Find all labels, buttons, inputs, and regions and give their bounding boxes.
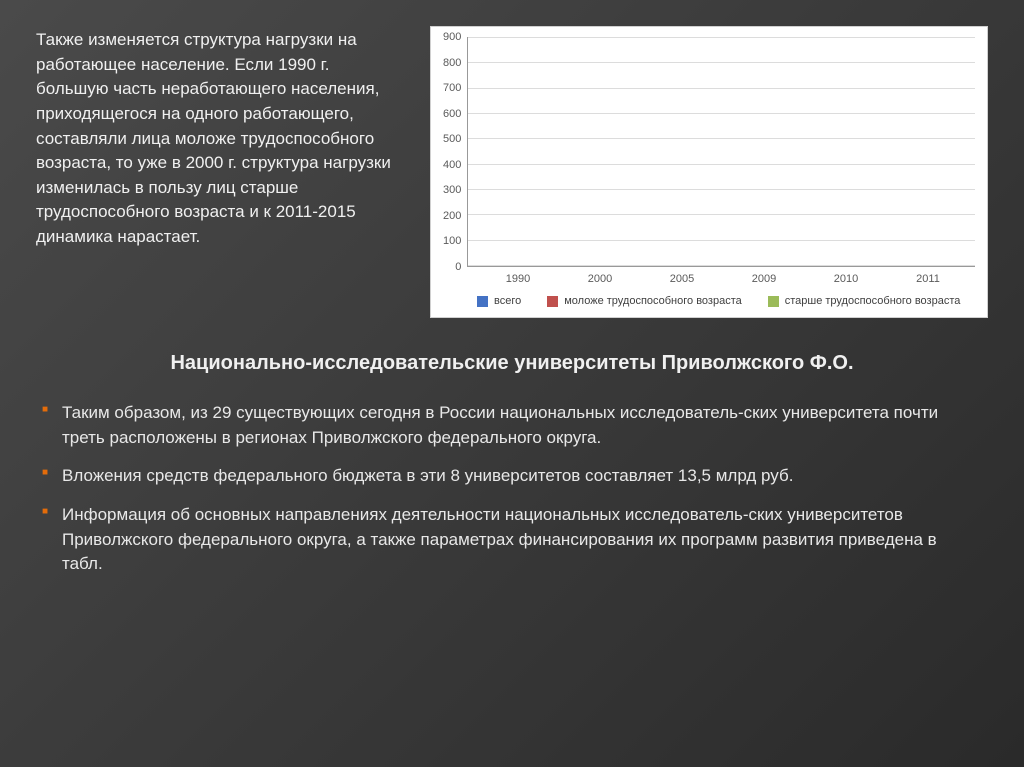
plot-area (467, 37, 975, 267)
y-axis: 9008007006005004003002001000 (443, 37, 467, 267)
x-tick: 2000 (559, 273, 641, 285)
slide: Также изменяется структура нагрузки на р… (0, 0, 1024, 767)
x-tick: 2011 (887, 273, 969, 285)
section-title: Национально-исследовательские университе… (36, 352, 988, 375)
top-row: Также изменяется структура нагрузки на р… (36, 26, 988, 318)
legend-label: моложе трудоспособного возраста (564, 295, 742, 307)
legend-swatch (547, 296, 558, 307)
bar-chart: 9008007006005004003002001000 19902000200… (430, 26, 988, 318)
bullet-list: Таким образом, из 29 существующих сегодн… (36, 401, 988, 577)
legend-item-all: всего (477, 295, 521, 307)
chart-area: 9008007006005004003002001000 (443, 37, 975, 267)
legend-swatch (477, 296, 488, 307)
legend: всего моложе трудоспособного возраста стар… (443, 285, 975, 309)
bullet-item: Информация об основных направлениях деят… (42, 503, 982, 577)
bullet-item: Таким образом, из 29 существующих сегодн… (42, 401, 982, 450)
legend-label: всего (494, 295, 521, 307)
bar-groups (468, 37, 975, 266)
bullet-item: Вложения средств федерального бюджета в … (42, 464, 982, 489)
legend-label: старше трудоспособного возраста (785, 295, 961, 307)
legend-swatch (768, 296, 779, 307)
legend-item-old: старше трудоспособного возраста (768, 295, 961, 307)
x-tick: 2005 (641, 273, 723, 285)
intro-paragraph: Также изменяется структура нагрузки на р… (36, 26, 406, 250)
x-tick: 2009 (723, 273, 805, 285)
legend-item-young: моложе трудоспособного возраста (547, 295, 742, 307)
x-tick: 1990 (477, 273, 559, 285)
x-tick: 2010 (805, 273, 887, 285)
x-axis: 199020002005200920102011 (443, 267, 975, 285)
